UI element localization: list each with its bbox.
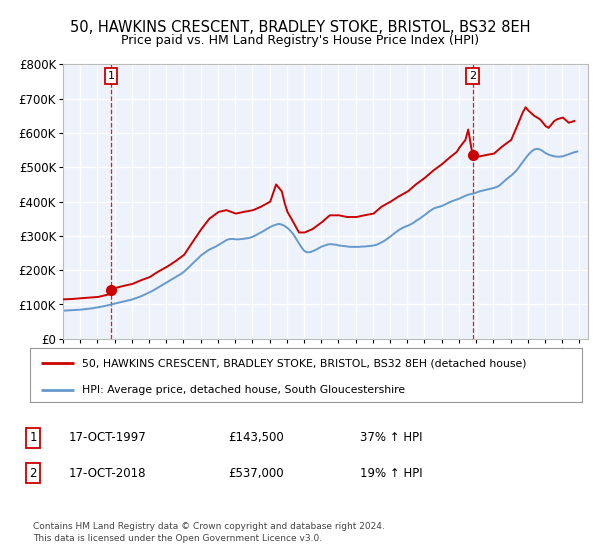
- Text: Contains HM Land Registry data © Crown copyright and database right 2024.
This d: Contains HM Land Registry data © Crown c…: [33, 522, 385, 543]
- Text: 37% ↑ HPI: 37% ↑ HPI: [360, 431, 422, 445]
- Text: 17-OCT-2018: 17-OCT-2018: [69, 466, 146, 480]
- Text: 50, HAWKINS CRESCENT, BRADLEY STOKE, BRISTOL, BS32 8EH (detached house): 50, HAWKINS CRESCENT, BRADLEY STOKE, BRI…: [82, 358, 527, 368]
- Text: 2: 2: [29, 466, 37, 480]
- Text: 50, HAWKINS CRESCENT, BRADLEY STOKE, BRISTOL, BS32 8EH: 50, HAWKINS CRESCENT, BRADLEY STOKE, BRI…: [70, 20, 530, 35]
- Text: 1: 1: [107, 71, 115, 81]
- Text: 17-OCT-1997: 17-OCT-1997: [69, 431, 147, 445]
- Text: 2: 2: [469, 71, 476, 81]
- Text: HPI: Average price, detached house, South Gloucestershire: HPI: Average price, detached house, Sout…: [82, 385, 406, 395]
- Text: Price paid vs. HM Land Registry's House Price Index (HPI): Price paid vs. HM Land Registry's House …: [121, 34, 479, 46]
- Text: 1: 1: [29, 431, 37, 445]
- Text: £143,500: £143,500: [228, 431, 284, 445]
- Text: 19% ↑ HPI: 19% ↑ HPI: [360, 466, 422, 480]
- Text: £537,000: £537,000: [228, 466, 284, 480]
